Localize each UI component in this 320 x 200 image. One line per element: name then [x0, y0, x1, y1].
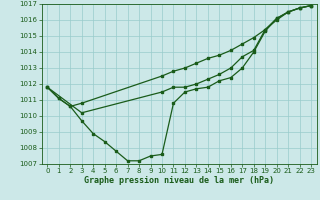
X-axis label: Graphe pression niveau de la mer (hPa): Graphe pression niveau de la mer (hPa) — [84, 176, 274, 185]
